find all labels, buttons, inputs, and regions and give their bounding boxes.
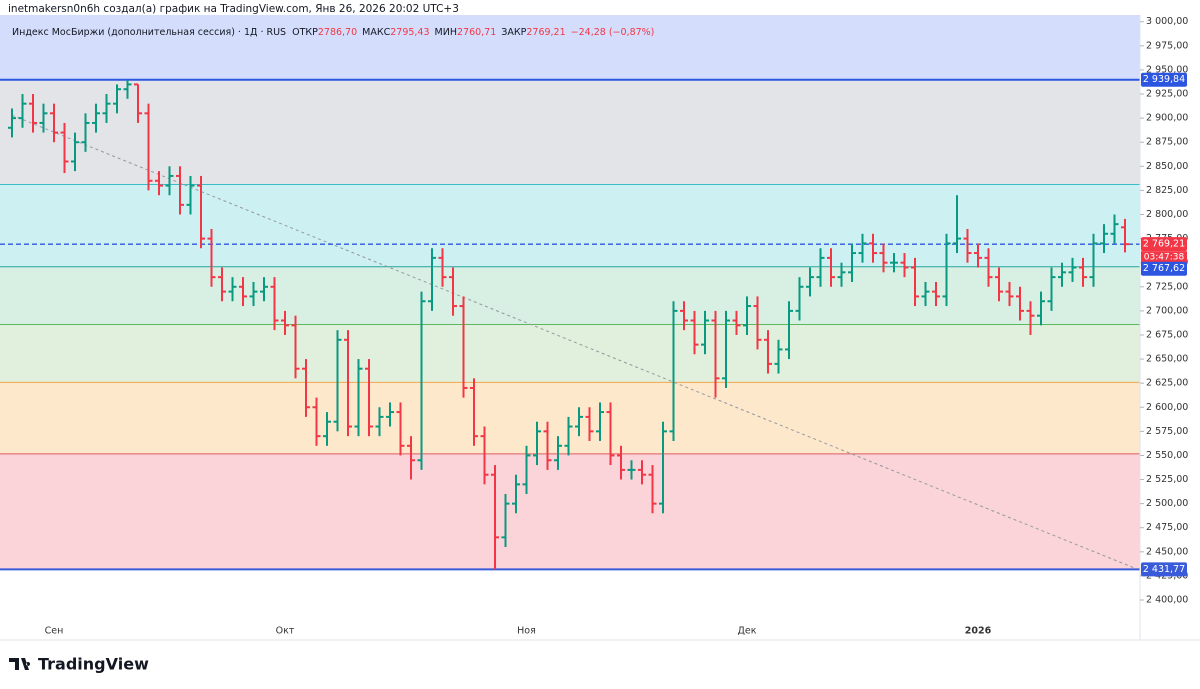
y-tick-label: 2 650,00 bbox=[1146, 354, 1188, 365]
legend-value: 2760,71 bbox=[457, 27, 496, 38]
legend-value: 2795,43 bbox=[390, 27, 429, 38]
y-tick-label: 2 525,00 bbox=[1146, 474, 1188, 485]
y-tick-label: 2 925,00 bbox=[1146, 89, 1188, 100]
y-tick-label: 2 675,00 bbox=[1146, 329, 1188, 340]
x-tick-label: Сен bbox=[45, 626, 64, 637]
level-band bbox=[0, 266, 1140, 325]
x-tick-label: 2026 bbox=[965, 626, 992, 637]
level-band bbox=[0, 453, 1140, 570]
plot bbox=[0, 79, 1140, 570]
trendline bbox=[11, 114, 1136, 569]
y-tick-label: 2 800,00 bbox=[1146, 209, 1188, 220]
y-tick-label: 2 900,00 bbox=[1146, 113, 1188, 124]
marker-box bbox=[1141, 261, 1187, 276]
x-tick-label: Окт bbox=[276, 626, 295, 637]
level-band bbox=[0, 184, 1140, 267]
level-band bbox=[0, 15, 1140, 80]
y-tick-label: 2 450,00 bbox=[1146, 546, 1188, 557]
level-band bbox=[0, 382, 1140, 454]
y-tick-label: 2 400,00 bbox=[1146, 595, 1188, 606]
last-price-label: 2 769,21 bbox=[1143, 239, 1185, 250]
y-tick-label: 2 600,00 bbox=[1146, 402, 1188, 413]
countdown: 03:47:38 bbox=[1144, 253, 1185, 263]
y-tick-label: 2 975,00 bbox=[1146, 40, 1188, 51]
legend-value: 2786,70 bbox=[318, 27, 357, 38]
legend-label: ЗАКР bbox=[501, 27, 526, 38]
brand: TradingView bbox=[38, 655, 149, 674]
fib-bands bbox=[0, 15, 1140, 571]
countdown-box bbox=[1141, 251, 1187, 264]
y-tick-label: 2 875,00 bbox=[1146, 137, 1188, 148]
y-tick-label: 2 475,00 bbox=[1146, 522, 1188, 533]
last-price-box bbox=[1141, 237, 1187, 252]
y-tick-label: 3 000,00 bbox=[1146, 16, 1188, 27]
level-box bbox=[1141, 72, 1187, 87]
level-band bbox=[0, 324, 1140, 383]
y-tick-label: 2 700,00 bbox=[1146, 305, 1188, 316]
x-tick-label: Дек bbox=[737, 626, 756, 637]
legend-label: МИН bbox=[435, 27, 457, 38]
legend-label: ОТКР bbox=[292, 27, 318, 38]
level-band bbox=[0, 79, 1140, 185]
legend-label: МАКС bbox=[362, 27, 390, 38]
brand-logo bbox=[9, 658, 31, 670]
y-tick-label: 2 825,00 bbox=[1146, 185, 1188, 196]
legend-change: −24,28 (−0,87%) bbox=[571, 27, 655, 38]
level-box bbox=[1141, 562, 1187, 577]
y-tick-label: 2 575,00 bbox=[1146, 426, 1188, 437]
y-tick-label: 2 850,00 bbox=[1146, 161, 1188, 172]
level-label: 2 939,84 bbox=[1143, 74, 1185, 85]
legend-value: 2769,21 bbox=[526, 27, 565, 38]
symbol: Индекс МосБиржи (дополнительная сессия) … bbox=[12, 27, 286, 38]
y-tick-label: 2 625,00 bbox=[1146, 378, 1188, 389]
header: inetmakersn0n6h создал(а) график на Trad… bbox=[8, 3, 459, 15]
y-tick-label: 2 500,00 bbox=[1146, 498, 1188, 509]
legend: Индекс МосБиржи (дополнительная сессия) … bbox=[12, 27, 654, 38]
level-label: 2 431,77 bbox=[1143, 564, 1185, 575]
y-tick-label: 2 725,00 bbox=[1146, 281, 1188, 292]
x-tick-label: Ноя bbox=[517, 626, 536, 637]
y-tick-label: 2 950,00 bbox=[1146, 64, 1188, 75]
marker-label: 2 767,62 bbox=[1143, 263, 1185, 274]
y-tick-label: 2 550,00 bbox=[1146, 450, 1188, 461]
